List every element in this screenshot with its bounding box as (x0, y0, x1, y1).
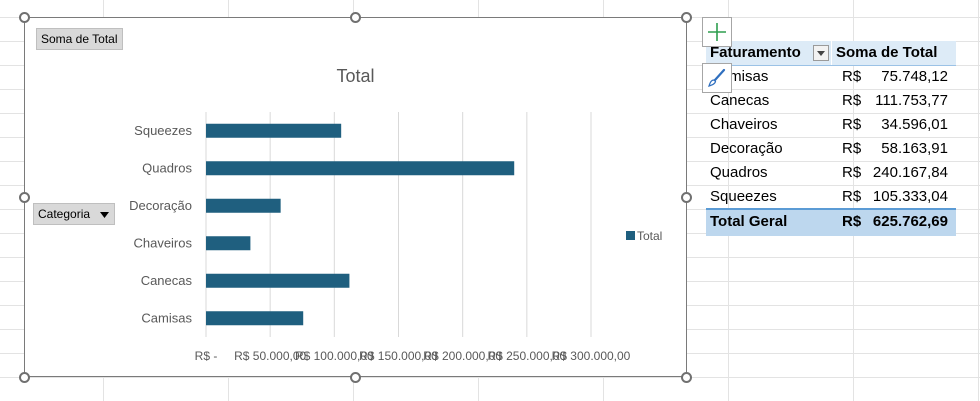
brush-icon (708, 68, 726, 87)
chart-elements-button[interactable] (702, 17, 732, 47)
pivot-row[interactable]: Quadros R$ 240.167,84 (706, 161, 956, 185)
x-tick-label: R$ 300.000,00 (552, 349, 631, 363)
pivot-row-label: Canecas (710, 92, 770, 109)
pivot-row[interactable]: Squeezes R$ 105.333,04 (706, 185, 956, 209)
pivot-row-value: 58.163,91 (881, 140, 948, 157)
column-divider (831, 41, 832, 65)
currency-symbol: R$ (842, 164, 862, 181)
x-tick-label: R$ 250.000,00 (487, 349, 566, 363)
category-label: Quadros (142, 160, 192, 175)
pivot-row-value: 75.748,12 (881, 68, 948, 85)
chart-title: Total (336, 66, 375, 86)
pivot-total-row[interactable]: Total Geral R$ 625.762,69 (706, 208, 956, 236)
pivot-row-label: Quadros (710, 164, 768, 181)
legend-label: Total (637, 229, 662, 243)
pivot-row-label: Squeezes (710, 188, 777, 205)
currency-symbol: R$ (842, 92, 862, 109)
pivot-row-value: 105.333,04 (872, 188, 948, 205)
pivot-total-label: Total Geral (710, 213, 788, 230)
pivot-row-header: Faturamento (710, 44, 801, 61)
bar (206, 311, 304, 326)
legend-swatch (626, 231, 635, 240)
x-tick-label: R$ - (195, 349, 218, 363)
category-label: Chaveiros (133, 235, 192, 250)
resize-handle-bottom-right[interactable] (681, 372, 692, 383)
filter-dropdown-button[interactable] (813, 45, 829, 61)
plus-icon (708, 23, 726, 41)
category-label: Decoração (129, 198, 192, 213)
pivot-chart[interactable]: Soma de Total Total Categoria R$ - R$ 50.… (24, 17, 687, 377)
plot-area: R$ - R$ 50.000,00R$ 100.000,00R$ 150.000,… (129, 112, 662, 363)
bar (206, 273, 350, 288)
category-label: Canecas (141, 273, 193, 288)
category-label: Camisas (141, 310, 192, 325)
currency-symbol: R$ (842, 68, 862, 85)
resize-handle-top-left[interactable] (19, 12, 30, 23)
pivot-total-value: 625.762,69 (872, 213, 948, 230)
x-tick-label: R$ 100.000,00 (295, 349, 374, 363)
currency-symbol: R$ (842, 188, 862, 205)
bar (206, 236, 251, 251)
currency-symbol: R$ (842, 213, 862, 230)
pivot-row-value: 240.167,84 (872, 164, 948, 181)
axis-field-label: Categoria (38, 207, 91, 221)
resize-handle-bottom[interactable] (350, 372, 361, 383)
resize-handle-right[interactable] (681, 192, 692, 203)
bar (206, 161, 515, 176)
resize-handle-bottom-left[interactable] (19, 372, 30, 383)
resize-handle-top[interactable] (350, 12, 361, 23)
pivot-row[interactable]: Camisas R$ 75.748,12 (706, 65, 956, 89)
dropdown-arrow-icon (100, 212, 109, 218)
pivot-value-header: Soma de Total (836, 44, 938, 61)
currency-symbol: R$ (842, 140, 862, 157)
bar (206, 198, 281, 213)
chart-styles-button[interactable] (702, 63, 732, 93)
axis-field-button[interactable]: Categoria (33, 203, 115, 225)
values-field-label: Soma de Total (41, 32, 118, 46)
resize-handle-top-right[interactable] (681, 12, 692, 23)
pivot-row[interactable]: Canecas R$ 111.753,77 (706, 89, 956, 113)
pivot-row-label: Chaveiros (710, 116, 778, 133)
x-tick-label: R$ 150.000,00 (359, 349, 438, 363)
category-label: Squeezes (134, 123, 192, 138)
pivot-row[interactable]: Chaveiros R$ 34.596,01 (706, 113, 956, 137)
values-field-button[interactable]: Soma de Total (36, 28, 123, 50)
pivot-row-value: 111.753,77 (875, 92, 948, 109)
currency-symbol: R$ (842, 116, 862, 133)
bar (206, 123, 342, 138)
chevron-down-icon (817, 50, 825, 56)
pivot-row-value: 34.596,01 (881, 116, 948, 133)
pivot-row-label: Decoração (710, 140, 783, 157)
pivot-header-row: Faturamento Soma de Total (706, 41, 956, 66)
pivot-row[interactable]: Decoração R$ 58.163,91 (706, 137, 956, 161)
x-tick-label: R$ 200.000,00 (423, 349, 502, 363)
x-tick-label: R$ 50.000,00 (234, 349, 306, 363)
resize-handle-left[interactable] (19, 192, 30, 203)
